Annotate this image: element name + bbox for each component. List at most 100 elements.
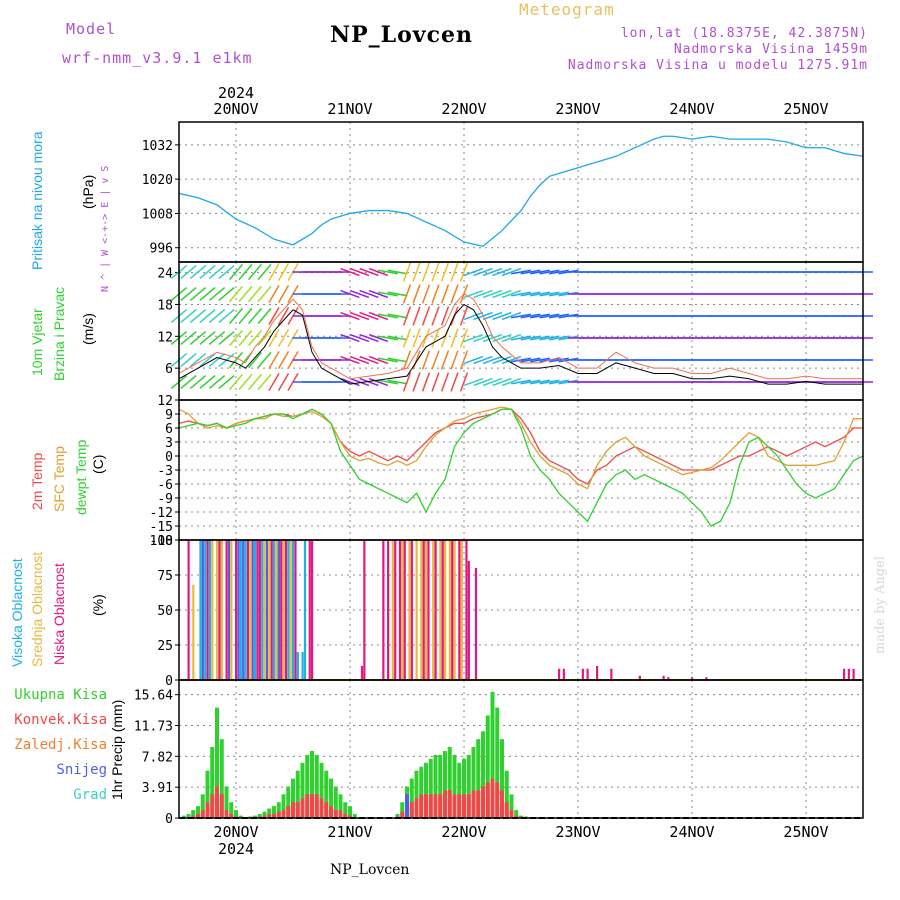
wind-barb <box>440 350 450 370</box>
wind-barb <box>349 267 370 277</box>
wind-barb <box>228 263 244 281</box>
cloud-bar <box>192 584 195 680</box>
wind-barb <box>530 357 550 363</box>
ytick-label: 12 <box>157 330 173 345</box>
precip-bar <box>466 754 471 818</box>
temp-line <box>178 406 863 490</box>
precip-bar <box>305 794 310 818</box>
cloud-bar <box>691 677 694 680</box>
cloud-bar <box>408 540 411 680</box>
cloud-bar <box>287 540 290 680</box>
precip-bar <box>514 815 519 818</box>
ytick-label: -6 <box>157 478 173 493</box>
cloud-bar <box>187 540 190 680</box>
model-label: Model <box>66 20 117 38</box>
precip-bar <box>405 794 409 818</box>
wind-barb <box>473 333 493 343</box>
precip-bar <box>253 815 257 818</box>
wind-barb <box>218 264 235 280</box>
precip-bar <box>481 731 485 818</box>
cloud-bar <box>439 540 442 680</box>
wind-barb <box>180 286 197 302</box>
cloud-bar <box>230 540 233 680</box>
day-label-top: 24NOV <box>669 100 714 118</box>
cloud-bar <box>239 540 242 680</box>
cloud-bar <box>434 540 437 680</box>
wind-barb <box>463 333 484 343</box>
precip-bar <box>257 814 262 818</box>
wind-barb <box>387 379 408 385</box>
panel-frame <box>178 679 864 819</box>
wind-barb <box>378 269 398 275</box>
cloud-bar <box>410 540 413 680</box>
cloud-bar <box>225 540 228 680</box>
cloud-bar <box>284 540 288 680</box>
wind-barb <box>492 355 512 365</box>
wind-barb <box>511 313 531 319</box>
cloud-bar <box>474 568 478 680</box>
wind-barb <box>268 372 280 392</box>
cloud-bar <box>211 540 214 680</box>
cloud-bar <box>394 540 397 680</box>
precip-bar <box>333 810 338 818</box>
wind-barb <box>359 377 379 387</box>
day-label-bottom: 23NOV <box>555 823 600 841</box>
wind-barb <box>349 289 370 299</box>
wind-barb <box>511 357 531 363</box>
wind-barb <box>257 285 272 303</box>
precip-bar <box>281 810 286 818</box>
precip-bar <box>200 810 205 818</box>
day-label-bottom: 21NOV <box>327 823 372 841</box>
precip-bar <box>504 770 509 818</box>
wind-barb <box>349 377 370 387</box>
cloud-bar <box>586 668 589 680</box>
wind-barb <box>378 291 398 297</box>
precip-bar <box>224 810 229 818</box>
wind-barb <box>549 313 569 319</box>
precip-bar <box>181 815 186 818</box>
wind-barb <box>268 328 280 348</box>
wind-barb <box>340 333 360 343</box>
cloud-bar <box>425 540 428 680</box>
legend-konvek: Konvek.Kisa <box>14 712 107 728</box>
precip-bar <box>310 750 314 818</box>
precip-bar <box>262 815 267 818</box>
wind-barb <box>247 329 263 347</box>
ytick-label: 1032 <box>142 139 173 154</box>
precip-bar <box>300 762 305 818</box>
wind-barb <box>402 372 412 392</box>
wind-barb <box>359 289 379 299</box>
precip-bar <box>319 798 324 818</box>
wind-barb <box>268 306 280 326</box>
cloud-bar <box>201 540 204 680</box>
precip-bar <box>428 758 433 818</box>
ytick-label: 0 <box>165 674 173 689</box>
cloud-bar <box>422 540 425 680</box>
cloud-bar <box>204 540 207 680</box>
wind-barb <box>459 350 469 370</box>
precip-bar <box>400 802 405 818</box>
wind-barb <box>501 311 522 321</box>
wind-barb <box>459 306 469 326</box>
ytick-label: 15.64 <box>134 689 173 704</box>
precip-bar <box>338 810 343 818</box>
precip-bar <box>329 806 333 818</box>
precip-bar <box>476 739 481 818</box>
precip-bar <box>196 814 200 818</box>
wind-barb <box>257 329 272 347</box>
day-label-top: 22NOV <box>441 100 486 118</box>
cloud-bar <box>311 540 314 680</box>
precip-bar <box>329 778 333 818</box>
precip-bar <box>500 739 504 818</box>
precip-bar <box>295 770 300 818</box>
wind-barb <box>238 307 253 325</box>
wind-barb <box>218 330 235 346</box>
day-label-top: 23NOV <box>555 100 600 118</box>
wind-barb <box>511 269 531 275</box>
precip-bar <box>267 808 272 818</box>
wind-barb <box>450 262 459 282</box>
precip-bar <box>310 794 314 818</box>
cloud-bar <box>308 540 311 680</box>
cloud-bar <box>610 668 613 680</box>
wind-barb <box>520 379 541 385</box>
